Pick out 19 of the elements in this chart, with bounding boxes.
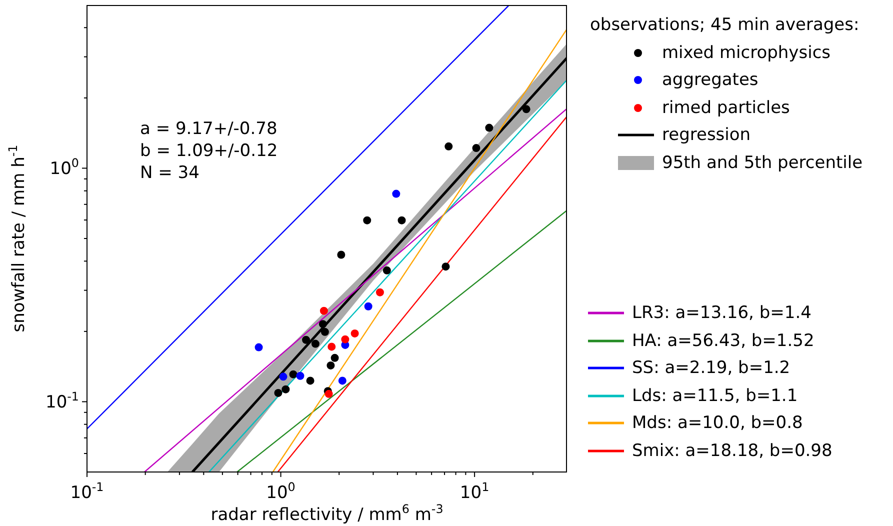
legend-label: regression — [662, 125, 751, 145]
legend-label: LR3: a=13.16, b=1.4 — [632, 303, 812, 323]
x-tick-label: 10$^{0}$ — [266, 480, 296, 503]
annotation: b = 1.09+/-0.12 — [140, 140, 278, 162]
legend-label: rimed particles — [662, 98, 790, 118]
annotation: N = 34 — [140, 162, 200, 184]
x-tick-label: 10$^{1}$ — [460, 480, 490, 503]
legend-label: Smix: a=18.18, b=0.98 — [632, 440, 832, 460]
legend-label: HA: a=56.43, b=1.52 — [632, 330, 814, 350]
text: 95th and 5th percentile — [662, 152, 863, 172]
legend-label: SS: a=2.19, b=1.2 — [632, 358, 790, 378]
legend-label: aggregates — [662, 70, 758, 90]
legend-label: mixed microphysics — [662, 42, 831, 62]
legend-title: observations; 45 min averages: — [590, 14, 860, 37]
legend-label: Mds: a=10.0, b=0.8 — [632, 413, 803, 433]
legend-label: Lds: a=11.5, b=1.1 — [632, 386, 798, 406]
annotation: a = 9.17+/-0.78 — [140, 118, 278, 140]
x-axis-title: radar reflectivity / mm$^{6}$ m$^{-3}$ — [210, 502, 444, 525]
x-tick-label: 10$^{-1}$ — [70, 480, 104, 503]
